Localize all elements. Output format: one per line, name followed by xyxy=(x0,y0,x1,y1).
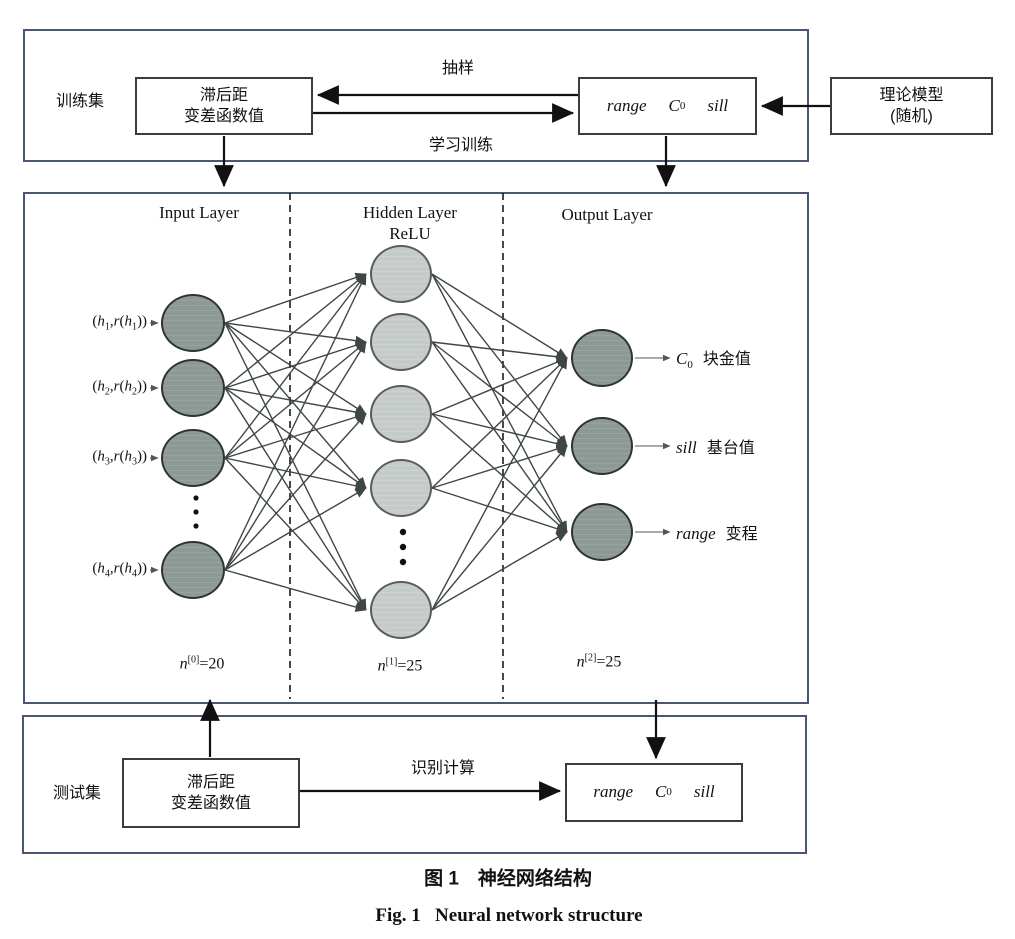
training-set-label: 训练集 xyxy=(55,93,105,110)
input-node xyxy=(161,541,225,599)
theory-box-line2: (随机) xyxy=(890,108,933,125)
sampling-arrow-label: 抽样 xyxy=(441,60,475,77)
param-c0: C xyxy=(655,782,667,802)
test-set-label: 测试集 xyxy=(52,785,102,802)
input-node xyxy=(161,359,225,417)
test-lag-variogram-box: 滞后距 变差函数值 xyxy=(122,758,300,828)
theory-model-box: 理论模型 (随机) xyxy=(830,77,993,135)
hidden-output-connection-line xyxy=(431,357,568,415)
input-hidden-connection-line xyxy=(224,413,367,571)
hidden-output-connection-line xyxy=(431,413,568,533)
input-hidden-connection-line xyxy=(224,457,367,611)
hidden-ellipsis-dot xyxy=(399,528,407,536)
hidden-node xyxy=(370,581,432,639)
input-node-label: (h3,r(h3)) xyxy=(92,448,147,468)
hidden-output-connection-line xyxy=(431,341,568,362)
input-hidden-connection-line xyxy=(224,273,367,459)
input-hidden-connection-line xyxy=(224,387,367,489)
hidden-layer-title: Hidden Layer xyxy=(363,202,457,222)
test-params-box: range C 0 sill xyxy=(565,763,743,822)
input-node xyxy=(161,294,225,352)
input-hidden-connection-line xyxy=(224,272,367,324)
input-hidden-connection-line xyxy=(224,387,367,417)
input-hidden-connection-line xyxy=(224,322,367,611)
param-sill: sill xyxy=(707,95,729,115)
hidden-ellipsis-dot xyxy=(399,558,407,566)
hidden-node xyxy=(370,385,432,443)
hidden-output-connection-line xyxy=(431,531,568,611)
input-hidden-connection-line xyxy=(224,273,367,389)
param-sill: sill xyxy=(693,782,715,802)
training-set-container xyxy=(23,29,809,162)
figure-caption-en: Fig. 1 Neural network structure xyxy=(375,905,643,926)
input-hidden-connection-line xyxy=(224,273,367,571)
param-c0-sub: 0 xyxy=(679,99,686,112)
test-lag-box-line1: 滞后距 xyxy=(186,773,235,791)
param-c0-sub: 0 xyxy=(666,786,672,799)
training-params-box: range C 0 sill xyxy=(578,77,757,135)
hidden-output-connection-line xyxy=(431,445,568,611)
hidden-ellipsis-dot xyxy=(399,543,407,551)
input-hidden-connection-line xyxy=(224,322,367,415)
input-hidden-connection-line xyxy=(224,569,367,612)
hidden-output-connection-line xyxy=(431,357,568,611)
test-set-container xyxy=(22,715,807,854)
hidden-layer-label: Hidden Layer ReLU xyxy=(363,202,457,245)
hidden-output-connection-line xyxy=(431,413,568,449)
hidden-output-connection-line xyxy=(431,487,568,534)
hidden-output-connection-line xyxy=(431,341,568,447)
output-node xyxy=(571,417,633,475)
input-ellipsis-dot xyxy=(193,495,199,501)
input-hidden-connection-line xyxy=(224,341,367,459)
input-hidden-connection-line xyxy=(224,412,367,459)
hidden-output-connection-line xyxy=(431,273,568,533)
hidden-output-connection-line xyxy=(431,273,568,359)
output-layer-label: Output Layer xyxy=(561,205,653,224)
output-node-label: range 变程 xyxy=(676,524,758,543)
param-range: range xyxy=(593,782,634,802)
output-node-label: sill 基台值 xyxy=(676,438,755,457)
input-node-label: (h4,r(h4)) xyxy=(92,560,147,580)
input-ellipsis-dot xyxy=(193,509,199,515)
input-hidden-connection-line xyxy=(224,341,367,571)
test-lag-box-line2: 变差函数值 xyxy=(170,795,251,812)
hidden-output-connection-line xyxy=(431,273,568,447)
hidden-activation-label: ReLU xyxy=(389,224,431,243)
param-c0: C xyxy=(668,95,680,115)
hidden-node xyxy=(370,313,432,371)
hidden-node xyxy=(370,245,432,303)
layer-size-label: n[0]=20 xyxy=(179,654,225,673)
input-ellipsis-dot xyxy=(193,523,199,529)
theory-box-line1: 理论模型 xyxy=(879,86,944,104)
hidden-output-connection-line xyxy=(431,357,568,489)
param-range: range xyxy=(606,95,647,115)
training-lag-variogram-box: 滞后距 变差函数值 xyxy=(135,77,313,135)
hidden-output-connection-line xyxy=(431,341,568,533)
input-layer-label: Input Layer xyxy=(159,203,239,222)
input-hidden-connection-line xyxy=(224,387,367,611)
input-hidden-connection-line xyxy=(224,487,367,571)
lag-box-line1: 滞后距 xyxy=(199,86,248,104)
output-node xyxy=(571,503,633,561)
input-hidden-connection-line xyxy=(224,322,367,489)
figure-caption-zh: 图 1 神经网络结构 xyxy=(424,868,592,890)
input-hidden-connection-line xyxy=(224,457,367,491)
output-node xyxy=(571,329,633,387)
input-node-label: (h1,r(h1)) xyxy=(92,313,147,333)
input-node xyxy=(161,429,225,487)
learning-arrow-label: 学习训练 xyxy=(428,137,494,154)
layer-size-label: n[2]=25 xyxy=(576,652,622,671)
hidden-node xyxy=(370,459,432,517)
hidden-output-connection-line xyxy=(431,444,568,489)
output-node-label: C0 块金值 xyxy=(676,348,751,372)
network-container xyxy=(23,192,809,704)
lag-box-line2: 变差函数值 xyxy=(183,108,264,125)
layer-size-label: n[1]=25 xyxy=(377,656,423,675)
recognition-arrow-label: 识别计算 xyxy=(410,760,476,777)
input-hidden-connection-line xyxy=(224,322,367,346)
input-node-label: (h2,r(h2)) xyxy=(92,378,147,398)
